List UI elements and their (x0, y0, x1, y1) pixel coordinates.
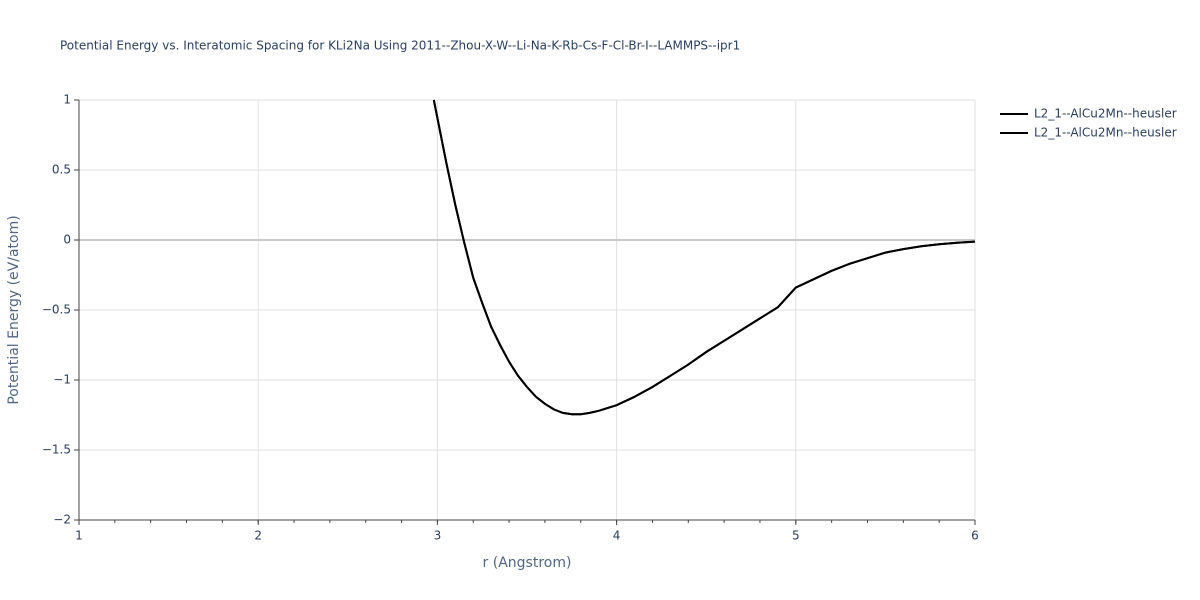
x-tick-label: 4 (613, 529, 621, 543)
y-tick-label: 0.5 (52, 163, 71, 177)
x-tick-label: 3 (434, 529, 442, 543)
x-tick-label: 5 (792, 529, 800, 543)
y-tick-label: 1 (63, 93, 71, 107)
x-tick-label: 2 (254, 529, 262, 543)
data-line (432, 99, 976, 416)
legend-label: L2_1--AlCu2Mn--heusler (1034, 126, 1177, 140)
x-axis-title: r (Angstrom) (483, 555, 572, 571)
legend-label: L2_1--AlCu2Mn--heusler (1034, 107, 1177, 121)
y-axis-title: Potential Energy (eV/atom) (6, 215, 22, 404)
x-tick-label: 6 (971, 529, 979, 543)
y-tick-label: −0.5 (42, 303, 71, 317)
y-tick-label: 0 (63, 233, 71, 247)
y-tick-label: −1 (53, 373, 71, 387)
chart-title: Potential Energy vs. Interatomic Spacing… (60, 39, 740, 53)
x-tick-label: 1 (75, 529, 83, 543)
y-tick-label: −1.5 (42, 443, 71, 457)
data-line (432, 99, 976, 416)
y-tick-label: −2 (53, 513, 71, 527)
